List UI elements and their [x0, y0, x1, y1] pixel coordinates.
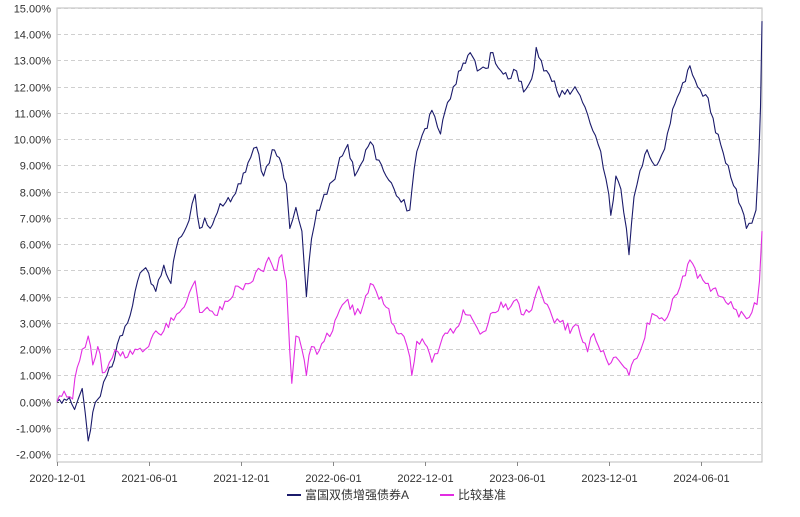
y-tick-label: 5.00%	[20, 266, 51, 278]
y-tick-label: 8.00%	[20, 188, 51, 200]
legend-item-benchmark: 比较基准	[458, 487, 506, 502]
y-tick-label: 14.00%	[14, 30, 52, 42]
x-tick-label: 2022-06-01	[305, 473, 361, 485]
x-tick-label: 2020-12-01	[29, 473, 85, 485]
y-tick-label: 11.00%	[15, 109, 52, 121]
y-tick-label: 4.00%	[20, 293, 51, 305]
y-tick-label: 2.00%	[20, 345, 51, 357]
y-tick-label: -2.00%	[16, 450, 51, 462]
y-tick-label: 0.00%	[20, 398, 51, 410]
x-tick-label: 2023-12-01	[581, 473, 637, 485]
x-axis-ticks: 2020-12-01 2021-06-01 2021-12-01 2022-06-01…	[29, 462, 730, 485]
y-tick-label: -1.00%	[16, 424, 51, 436]
y-tick-label: 10.00%	[14, 135, 52, 147]
y-axis-ticks: -2.00% -1.00% 0.00% 1.00% 2.00% 3.00% 4.00% 5.0…	[14, 4, 52, 462]
x-tick-label: 2024-06-01	[673, 473, 729, 485]
x-tick-label: 2021-06-01	[121, 473, 177, 485]
y-tick-label: 3.00%	[20, 319, 51, 331]
fund-series-line	[56, 21, 763, 442]
y-tick-label: 1.00%	[20, 371, 51, 383]
y-tick-label: 13.00%	[14, 56, 52, 68]
y-tick-label: 9.00%	[20, 161, 51, 173]
y-tick-label: 7.00%	[20, 214, 51, 226]
plot-frame	[56, 7, 763, 463]
grid	[56, 7, 763, 463]
series	[56, 21, 763, 442]
legend-item-fund: 富国双债增强债券A	[305, 487, 409, 502]
benchmark-series-line	[56, 231, 763, 402]
legend: 富国双债增强债券A 比较基准	[287, 487, 506, 502]
y-tick-label: 15.00%	[14, 4, 52, 16]
y-tick-label: 6.00%	[20, 240, 51, 252]
x-tick-label: 2023-06-01	[489, 473, 545, 485]
x-tick-label: 2021-12-01	[213, 473, 269, 485]
x-tick-label: 2022-12-01	[397, 473, 453, 485]
y-tick-label: 12.00%	[14, 83, 52, 95]
